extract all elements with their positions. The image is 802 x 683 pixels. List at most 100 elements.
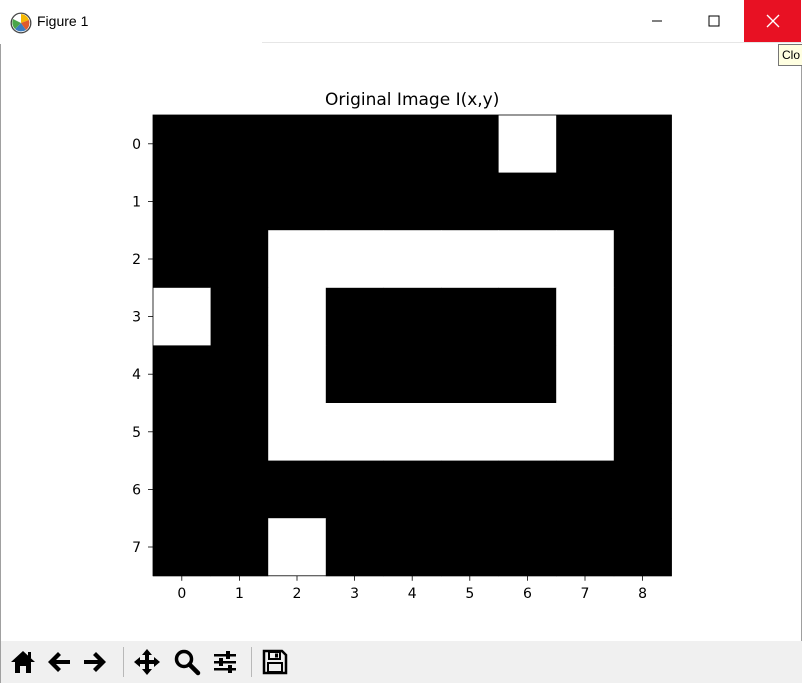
- configure-subplots-button[interactable]: [209, 646, 241, 678]
- heatmap-cell: [210, 172, 269, 231]
- x-tick-label: 3: [350, 586, 359, 602]
- heatmap-cell: [268, 460, 327, 519]
- heatmap-cell: [325, 287, 384, 346]
- heatmap-cell: [325, 460, 384, 519]
- heatmap-cell: [325, 172, 384, 231]
- heatmap-cell: [153, 287, 211, 346]
- pan-button[interactable]: [131, 646, 163, 678]
- heatmap-cell: [383, 172, 442, 231]
- heatmap-cell: [498, 230, 557, 289]
- heatmap-cell: [441, 172, 499, 231]
- x-tick-label: 8: [638, 586, 647, 602]
- heatmap-cell: [556, 403, 615, 461]
- heatmap-cell: [268, 518, 327, 577]
- forward-arrow-icon: [84, 652, 106, 672]
- title-bar: Figure 1: [0, 0, 802, 44]
- window-title: Figure 1: [37, 13, 89, 29]
- back-arrow-icon: [48, 652, 70, 672]
- heatmap-cell: [498, 172, 557, 231]
- matplotlib-logo-icon: [10, 12, 32, 34]
- heatmap-cell: [441, 287, 499, 346]
- heatmap-cell: [556, 460, 615, 519]
- minimize-icon: [651, 20, 662, 22]
- heatmap-cell: [498, 115, 557, 173]
- heatmap-cell: [210, 230, 269, 289]
- heatmap-cell: [153, 115, 211, 173]
- heatmap-cell: [556, 345, 615, 404]
- configure-subplots-icon: [214, 651, 236, 673]
- maximize-button[interactable]: [685, 0, 742, 42]
- heatmap-cell: [153, 518, 211, 577]
- heatmap-cell: [441, 403, 499, 461]
- heatmap-cell: [268, 403, 327, 461]
- minimize-button[interactable]: [628, 0, 685, 42]
- maximize-icon: [708, 15, 719, 27]
- y-tick-label: 0: [132, 137, 141, 153]
- heatmap-cell: [153, 460, 211, 519]
- heatmap-cell: [325, 518, 384, 577]
- close-button[interactable]: [744, 0, 801, 42]
- chart-title: Original Image I(x,y): [325, 90, 499, 110]
- heatmap-cell: [383, 115, 442, 173]
- heatmap-cell: [325, 230, 384, 289]
- close-tooltip: Clo: [778, 44, 802, 66]
- heatmap-cell: [498, 518, 557, 577]
- back-button[interactable]: [43, 646, 75, 678]
- heatmap-cell: [210, 460, 269, 519]
- heatmap-cell: [268, 115, 327, 173]
- heatmap-cell: [441, 115, 499, 173]
- home-button[interactable]: [7, 646, 39, 678]
- heatmap-plot: Original Image I(x,y) 0 1 2 3 4 5 6 7 8 0 1 2 3 4 5 6 7: [132, 90, 672, 602]
- heatmap-cell: [556, 518, 615, 577]
- figure-canvas[interactable]: Original Image I(x,y) 0 1 2 3 4 5 6 7 8 0 1 2 3 4 5 6 7: [1, 44, 801, 641]
- heatmap-cell: [498, 287, 557, 346]
- heatmap-cell: [383, 460, 442, 519]
- heatmap-cell: [383, 230, 442, 289]
- heatmap-cell: [153, 345, 211, 404]
- y-tick-label: 3: [132, 310, 141, 326]
- heatmap-cell: [498, 345, 557, 404]
- y-tick-label: 7: [132, 540, 141, 556]
- heatmap-cell: [441, 460, 499, 519]
- heatmap-cell: [268, 172, 327, 231]
- heatmap-cell: [556, 230, 615, 289]
- heatmap-cell: [383, 403, 442, 461]
- x-tick-label: 7: [581, 586, 590, 602]
- toolbar-separator: [123, 647, 124, 677]
- heatmap-cell: [498, 460, 557, 519]
- heatmap-cell: [613, 115, 672, 173]
- heatmap-cell: [153, 172, 211, 231]
- heatmap-cell: [441, 518, 499, 577]
- heatmap-cell: [613, 230, 672, 289]
- zoom-magnifier-icon: [174, 649, 201, 676]
- heatmap-cell: [268, 287, 327, 346]
- heatmap-cell: [613, 287, 672, 346]
- toolbar-separator: [251, 647, 252, 677]
- navigation-toolbar: [1, 641, 802, 683]
- heatmap-cell: [153, 403, 211, 461]
- y-tick-label: 1: [132, 194, 141, 210]
- heatmap-cell: [325, 403, 384, 461]
- y-tick-label: 5: [132, 425, 141, 441]
- x-tick-label: 1: [235, 586, 244, 602]
- heatmap-cell: [613, 345, 672, 404]
- y-tick-label: 4: [132, 367, 141, 383]
- title-separator: [262, 42, 802, 43]
- save-button[interactable]: [259, 646, 291, 678]
- forward-button[interactable]: [79, 646, 111, 678]
- pan-move-icon: [134, 649, 160, 675]
- heatmap-cell: [441, 230, 499, 289]
- heatmap-cell: [383, 287, 442, 346]
- heatmap-cell: [210, 518, 269, 577]
- heatmap-cell: [210, 287, 269, 346]
- heatmap-cell: [613, 460, 672, 519]
- heatmap-cell: [325, 115, 384, 173]
- heatmap-cell: [556, 115, 615, 173]
- x-tick-label: 6: [523, 586, 532, 602]
- x-tick-label: 2: [293, 586, 302, 602]
- heatmap-cell: [210, 115, 269, 173]
- heatmap-cell: [268, 345, 327, 404]
- x-tick-label: 0: [177, 586, 186, 602]
- heatmap-cell: [210, 403, 269, 461]
- zoom-button[interactable]: [171, 646, 203, 678]
